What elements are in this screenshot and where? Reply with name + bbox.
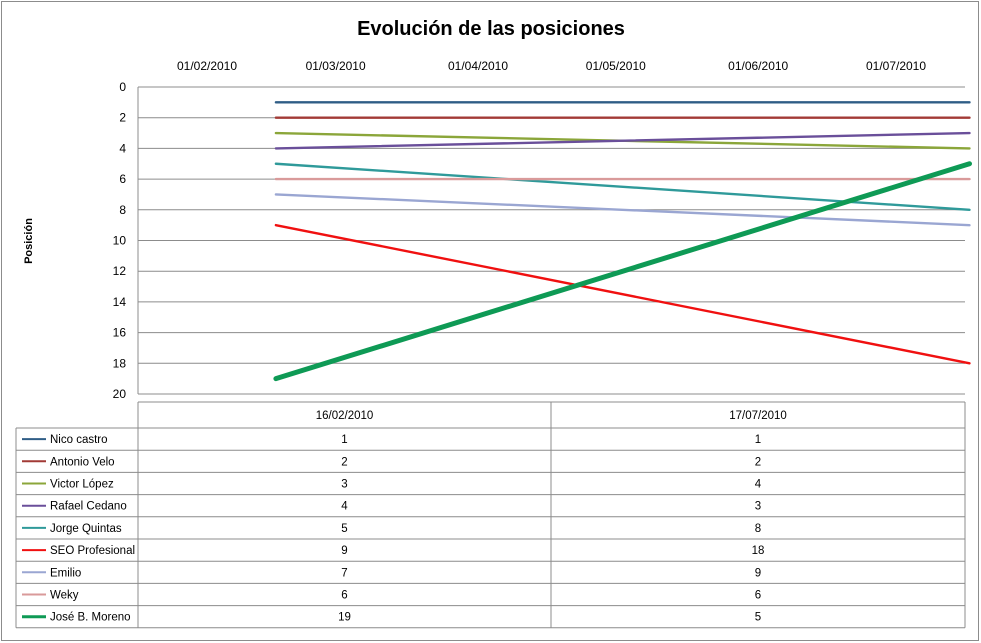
y-tick-label: 10 (113, 234, 127, 248)
legend-label: Emilio (50, 567, 81, 579)
data-label: 2 (755, 456, 761, 468)
y-tick-label: 6 (119, 172, 126, 186)
data-label: 1 (341, 434, 347, 446)
legend-label: Rafael Cedano (50, 501, 127, 513)
data-label: 4 (755, 479, 762, 491)
x-tick-label: 01/03/2010 (306, 59, 366, 73)
y-tick-label: 2 (119, 111, 126, 125)
legend-label: José B. Moreno (50, 612, 131, 624)
series-line-3 (274, 131, 971, 150)
legend-label: Nico castro (50, 434, 108, 446)
x-tick-label: 01/02/2010 (177, 59, 237, 73)
legend-label: Victor López (50, 479, 114, 491)
data-label: 19 (338, 612, 351, 624)
y-tick-label: 18 (113, 356, 127, 370)
legend-label: Weky (50, 590, 79, 602)
y-tick-label: 0 (119, 80, 126, 94)
data-label: 9 (755, 567, 761, 579)
y-tick-label: 16 (113, 326, 127, 340)
y-tick-label: 20 (113, 387, 127, 401)
series-line-5 (274, 223, 971, 365)
data-label: 9 (341, 545, 347, 557)
series-line-4 (274, 162, 971, 212)
y-tick-label: 4 (119, 141, 126, 155)
series-line-8 (273, 161, 972, 382)
legend-label: Jorge Quintas (50, 523, 122, 535)
x-tick-label: 01/04/2010 (448, 59, 508, 73)
y-tick-label: 12 (113, 264, 127, 278)
data-label: 2 (341, 456, 347, 468)
chart-title: Evolución de las posiciones (357, 18, 625, 40)
y-axis-label: Posición (23, 218, 35, 264)
data-label: 6 (755, 590, 761, 602)
y-tick-label: 8 (119, 203, 126, 217)
legend-label: SEO Profesional (50, 545, 135, 557)
x-tick-label: 01/05/2010 (586, 59, 646, 73)
data-label: 7 (341, 567, 347, 579)
data-label: 5 (755, 612, 761, 624)
data-label: 1 (755, 434, 761, 446)
data-label: 18 (752, 545, 765, 557)
legend-label: Antonio Velo (50, 456, 115, 468)
table-header: 16/02/2010 (316, 410, 374, 422)
data-label: 8 (755, 523, 761, 535)
y-tick-label: 14 (113, 295, 127, 309)
data-label: 6 (341, 590, 347, 602)
data-label: 5 (341, 523, 347, 535)
series-line-6 (274, 193, 971, 227)
data-label: 3 (341, 479, 347, 491)
x-tick-label: 01/06/2010 (728, 59, 788, 73)
data-label: 4 (341, 501, 348, 513)
data-label: 3 (755, 501, 761, 513)
x-tick-label: 01/07/2010 (866, 59, 926, 73)
table-header: 17/07/2010 (729, 410, 787, 422)
